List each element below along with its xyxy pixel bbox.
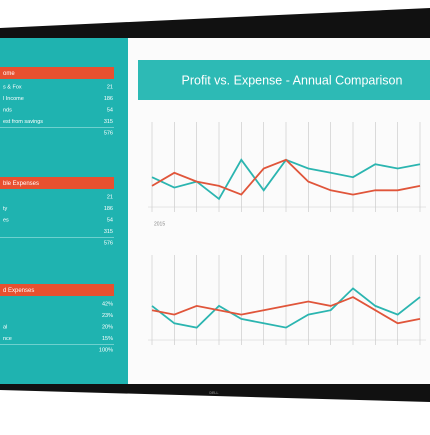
section-header bbox=[0, 67, 114, 79]
sidebar bbox=[0, 38, 128, 384]
title-band bbox=[138, 60, 430, 100]
row-value: 315 bbox=[104, 119, 113, 125]
row-label: est from savings bbox=[3, 119, 43, 125]
series-line bbox=[151, 158, 421, 196]
row-label: l Income bbox=[3, 96, 24, 102]
row-label: nce bbox=[3, 336, 12, 342]
row-label: al bbox=[3, 324, 7, 330]
section-title: d Expenses bbox=[3, 288, 34, 294]
row-value: 23% bbox=[102, 313, 113, 319]
dashboard-title: Profit vs. Expense - Annual Comparison bbox=[182, 73, 403, 87]
row-label: ty bbox=[3, 206, 8, 212]
row-value: 20% bbox=[102, 324, 113, 330]
row-value: 15% bbox=[102, 336, 113, 342]
row-value: 42% bbox=[102, 301, 113, 307]
row-value: 315 bbox=[104, 229, 113, 235]
section-header bbox=[0, 284, 114, 296]
row-value: 100% bbox=[99, 347, 113, 353]
chart-annotation: 2015 bbox=[154, 221, 165, 227]
bezel-logo: DELL bbox=[209, 391, 219, 395]
series-line bbox=[151, 287, 421, 329]
row-label: nds bbox=[3, 107, 12, 113]
row-value: 186 bbox=[104, 96, 113, 102]
section-title: ome bbox=[3, 71, 15, 77]
series-line bbox=[151, 296, 421, 325]
row-value: 21 bbox=[107, 84, 113, 90]
row-value: 54 bbox=[107, 217, 113, 223]
section-title: ble Expenses bbox=[3, 181, 39, 187]
section-header bbox=[0, 177, 114, 189]
row-value: 576 bbox=[104, 130, 113, 136]
row-value: 21 bbox=[107, 194, 113, 200]
row-value: 186 bbox=[104, 206, 113, 212]
row-value: 54 bbox=[107, 107, 113, 113]
row-value: 576 bbox=[104, 240, 113, 246]
row-label: es bbox=[3, 217, 9, 223]
row-label: s & Fox bbox=[3, 84, 22, 90]
